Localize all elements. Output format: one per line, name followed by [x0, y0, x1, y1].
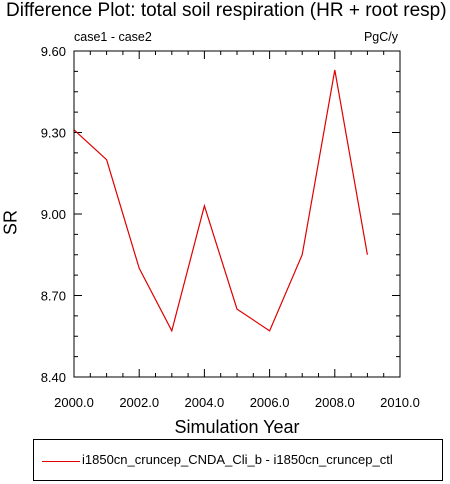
x-tick-label: 2004.0 [185, 395, 225, 410]
x-tick-label: 2000.0 [54, 395, 94, 410]
chart-units: PgC/y [363, 30, 398, 44]
legend: i1850cn_cruncep_CNDA_Cli_b - i1850cn_cru… [33, 439, 443, 481]
x-axis-label: Simulation Year [174, 417, 300, 437]
chart-title: Difference Plot: total soil respiration … [6, 0, 447, 21]
series-line [73, 69, 368, 333]
legend-swatch [42, 461, 80, 462]
x-tick-label: 2008.0 [315, 395, 355, 410]
x-tick-label: 2010.0 [380, 395, 420, 410]
series-group [73, 69, 368, 333]
x-tick-label: 2006.0 [250, 395, 290, 410]
plot-frame [73, 50, 401, 378]
chart-subtitle-left: case1 - case2 [74, 30, 152, 44]
y-tick-label: 8.70 [41, 289, 66, 304]
legend-label: i1850cn_cruncep_CNDA_Cli_b - i1850cn_cru… [82, 452, 393, 467]
axis-tick-labels: 2000.0 2002.0 2004.0 2006.0 2008.0 2010.0 8.40… [41, 44, 420, 410]
y-tick-label: 9.60 [41, 44, 66, 59]
x-tick-label: 2002.0 [119, 395, 159, 410]
y-tick-label: 9.30 [41, 126, 66, 141]
y-tick-label: 8.40 [41, 370, 66, 385]
y-tick-label: 9.00 [41, 207, 66, 222]
